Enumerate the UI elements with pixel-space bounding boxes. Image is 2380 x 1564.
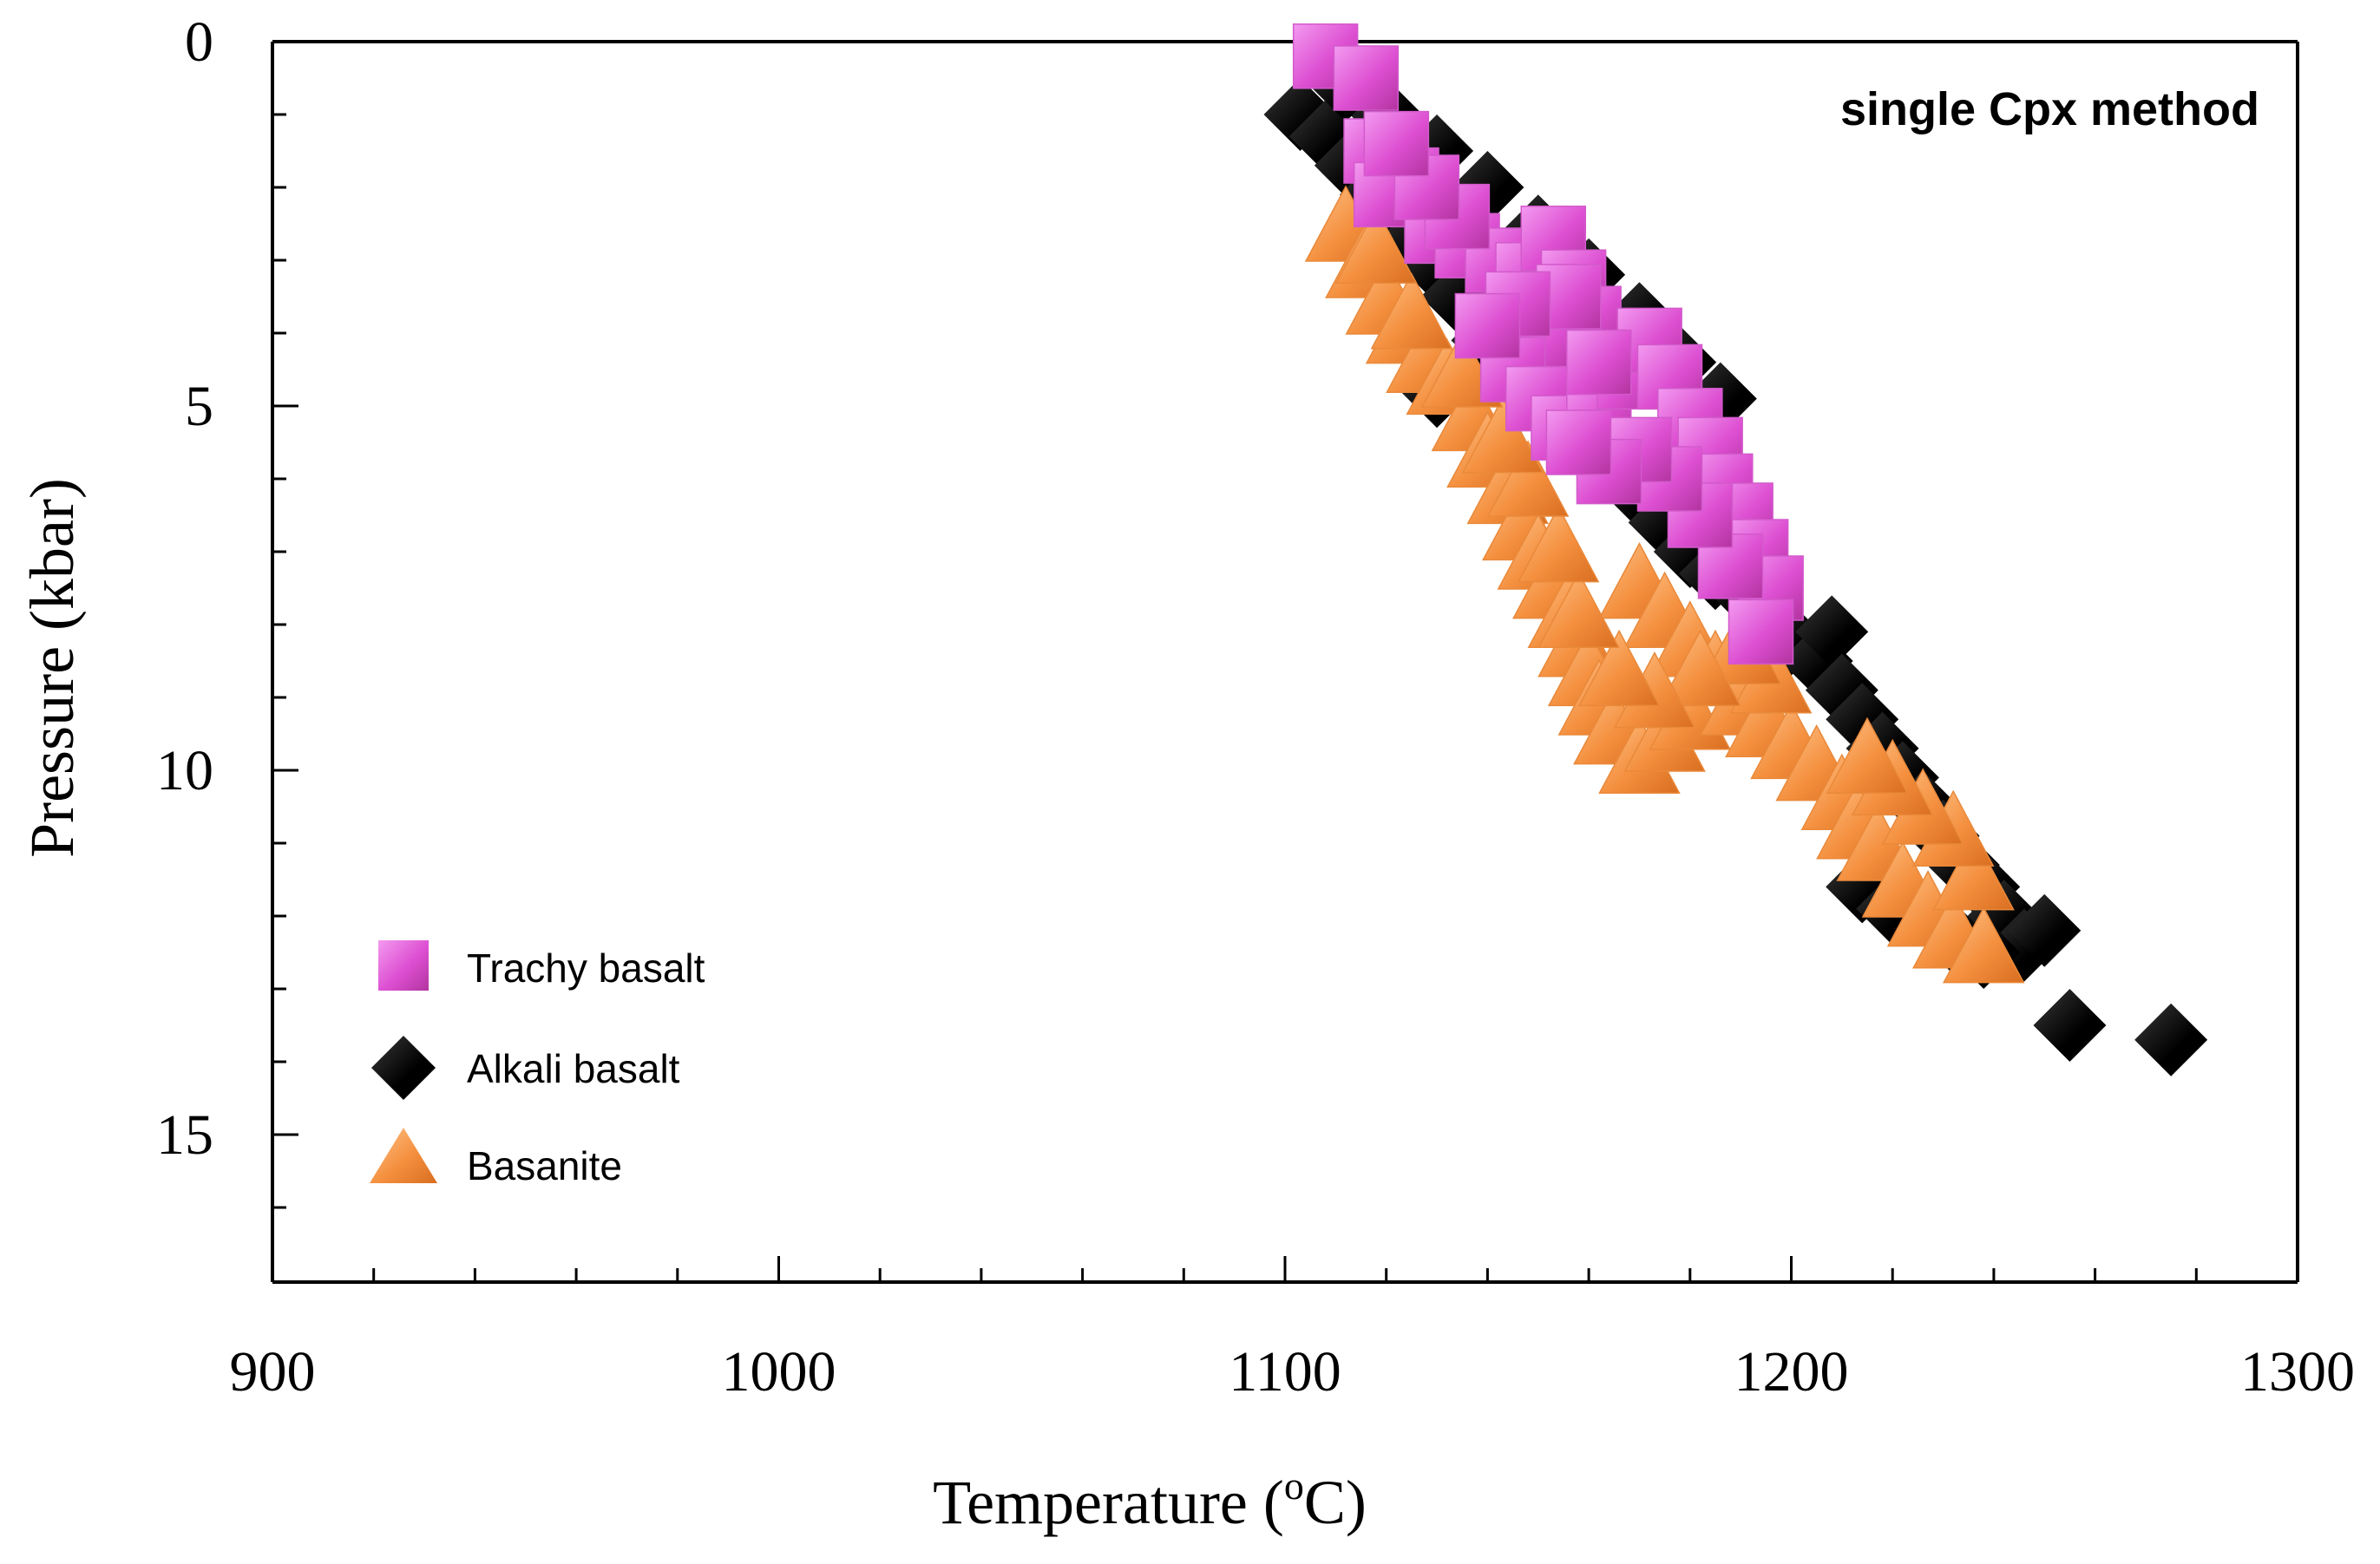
x-tick-label: 1200	[1734, 1340, 1849, 1404]
data-point-basanite	[1826, 717, 1909, 794]
y-axis-label: Pressure (kbar)	[17, 478, 87, 858]
data-point-alkali-basalt	[2008, 893, 2082, 967]
legend-label-basanite: Basanite	[467, 1143, 622, 1188]
data-point-alkali-basalt	[1795, 595, 1869, 669]
data-point-basanite	[1537, 571, 1620, 648]
y-tick-label: 15	[156, 1103, 213, 1167]
data-point-trachy-basalt	[1363, 110, 1430, 177]
legend: Trachy basalt Alkali basalt Basanite	[370, 940, 705, 1188]
data-point-trachy-basalt	[1454, 292, 1521, 359]
data-point-basanite	[1461, 396, 1544, 474]
data-point-basanite	[1659, 629, 1741, 707]
x-tick-label: 1100	[1229, 1340, 1341, 1404]
data-point-basanite	[1517, 506, 1600, 583]
data-point-trachy-basalt	[1545, 409, 1612, 475]
chart-title: single Cpx method	[1840, 83, 2259, 135]
x-tick-label: 1000	[722, 1340, 836, 1404]
data-point-trachy-basalt	[1566, 329, 1632, 396]
legend-marker-alkali-basalt	[371, 1036, 436, 1100]
series-trachy-basalt	[1292, 23, 1804, 665]
data-point-basanite	[1370, 272, 1453, 350]
legend-marker-basanite	[370, 1128, 437, 1183]
legend-marker-trachy-basalt	[378, 940, 429, 991]
data-point-basanite	[1486, 440, 1570, 517]
legend-label-alkali-basalt: Alkali basalt	[467, 1046, 680, 1091]
plot-frame	[271, 40, 2299, 1284]
legend-label-trachy-basalt: Trachy basalt	[467, 946, 705, 991]
series-basanite	[1304, 185, 2025, 984]
data-point-basanite	[1942, 906, 2025, 984]
x-axis-label: Temperature (oC)	[933, 1463, 1367, 1537]
y-tick-label: 10	[156, 739, 213, 802]
data-point-alkali-basalt	[2033, 989, 2107, 1062]
data-point-trachy-basalt	[1333, 45, 1400, 111]
axis-ticks: 900 1000 1100 1200 1300 0 5 10 15	[156, 10, 2355, 1404]
series-layer	[1263, 23, 2208, 1076]
x-tick-label: 1300	[2240, 1340, 2355, 1404]
data-point-trachy-basalt	[1728, 599, 1794, 665]
data-point-basanite	[1577, 629, 1661, 707]
data-point-alkali-basalt	[2134, 1003, 2208, 1076]
data-point-basanite	[1932, 834, 2015, 911]
x-tick-label: 900	[230, 1340, 316, 1404]
data-point-basanite	[1334, 206, 1418, 284]
y-tick-label: 5	[185, 375, 213, 438]
y-tick-label: 0	[185, 10, 213, 74]
